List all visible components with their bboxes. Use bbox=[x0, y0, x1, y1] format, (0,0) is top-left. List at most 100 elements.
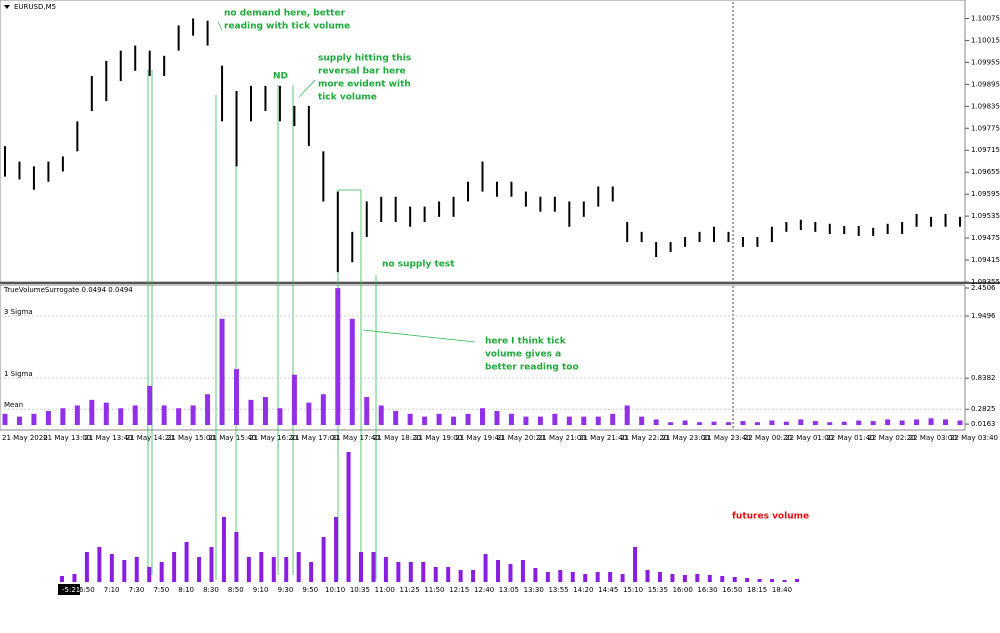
volume-bar bbox=[595, 572, 600, 582]
volume-bar bbox=[320, 394, 326, 425]
volume-bar bbox=[732, 577, 737, 582]
x-tick-label: 9:10 bbox=[253, 586, 269, 594]
volume-bar bbox=[271, 557, 276, 582]
volume-bar bbox=[480, 408, 485, 425]
y-tick-label: 2.4506 bbox=[971, 284, 996, 292]
volume-bar bbox=[262, 397, 268, 425]
volume-bar bbox=[581, 416, 587, 425]
y-tick-label: 1.09775 bbox=[971, 124, 1000, 132]
volume-bar bbox=[508, 413, 514, 425]
volume-bar bbox=[205, 394, 211, 425]
y-tick-label: 1.09715 bbox=[971, 146, 1000, 154]
volume-bar bbox=[335, 288, 341, 425]
volume-bar bbox=[653, 419, 659, 425]
volume-bar bbox=[670, 574, 675, 582]
volume-bar bbox=[321, 537, 326, 582]
volume-bar bbox=[31, 413, 37, 425]
volume-bar bbox=[943, 419, 949, 425]
volume-bar bbox=[754, 422, 760, 425]
volume-bar bbox=[248, 399, 254, 425]
volume-bar bbox=[782, 580, 787, 582]
volume-bar bbox=[97, 547, 102, 582]
x-tick-label: 21 May 15:40 bbox=[208, 434, 256, 442]
volume-bar bbox=[841, 421, 847, 425]
x-tick-label: 21 May 15:00 bbox=[167, 434, 215, 442]
volume-bar bbox=[246, 557, 251, 582]
volume-bar bbox=[84, 552, 89, 582]
volume-bar bbox=[639, 416, 645, 425]
cursor-label-bg bbox=[58, 584, 80, 595]
x-tick-label: 22 May 02:20 bbox=[868, 434, 916, 442]
volume-bar bbox=[668, 422, 674, 425]
x-tick-label: 21 May 19:00 bbox=[414, 434, 462, 442]
x-tick-label: 21 May 17:40 bbox=[332, 434, 380, 442]
y-tick-label: 1.09475 bbox=[971, 234, 1000, 242]
x-tick-label: 11:25 bbox=[399, 586, 419, 594]
volume-bar bbox=[451, 416, 457, 425]
y-tick-label: 0.8382 bbox=[971, 374, 996, 382]
chart-title: EURUSD,M5 bbox=[14, 3, 56, 11]
price-panel bbox=[0, 0, 966, 283]
volume-bar bbox=[60, 576, 64, 582]
volume-bar bbox=[827, 422, 833, 425]
volume-bar bbox=[422, 416, 428, 425]
volume-bar bbox=[234, 532, 239, 582]
volume-bar bbox=[172, 552, 177, 582]
volume-bar bbox=[957, 420, 963, 425]
volume-bar bbox=[583, 574, 588, 582]
x-tick-label: 21 May 20:20 bbox=[497, 434, 545, 442]
volume-bar bbox=[358, 552, 363, 582]
volume-bar bbox=[885, 419, 891, 425]
volume-bar bbox=[134, 557, 139, 582]
volume-bar bbox=[633, 547, 638, 582]
annotation: tick volume bbox=[318, 93, 377, 103]
volume-bar bbox=[72, 574, 77, 582]
x-tick-label: 21 May 17:00 bbox=[291, 434, 339, 442]
volume-bar bbox=[176, 408, 182, 425]
volume-bar bbox=[161, 405, 167, 425]
volume-bar bbox=[899, 420, 905, 425]
volume-bar bbox=[378, 405, 384, 425]
volume-bar bbox=[458, 570, 463, 582]
x-tick-label: 21 May 16:20 bbox=[249, 434, 297, 442]
volume-bar bbox=[496, 560, 501, 582]
y-tick-label: 1.09895 bbox=[971, 80, 1000, 88]
volume-bar bbox=[508, 564, 513, 582]
volume-bar bbox=[740, 421, 746, 425]
volume-bar bbox=[798, 419, 804, 425]
guide-lines bbox=[147, 21, 476, 580]
volume-bar bbox=[219, 318, 225, 425]
volume-bar bbox=[783, 421, 789, 425]
level-label: 1 Sigma bbox=[4, 370, 33, 378]
volume-bar bbox=[89, 399, 95, 425]
volume-bar bbox=[221, 517, 226, 582]
y-tick-label: 1.09595 bbox=[971, 190, 1000, 198]
y-tick-label: 1.09415 bbox=[971, 256, 1000, 264]
volume-bar bbox=[2, 413, 8, 425]
volume-bar bbox=[520, 560, 525, 582]
volume-bar bbox=[446, 567, 451, 582]
x-tick-label: 18:15 bbox=[747, 586, 767, 594]
volume-bar bbox=[695, 574, 700, 582]
volume-bar bbox=[364, 397, 370, 425]
volume-bar bbox=[620, 574, 625, 582]
x-tick-label: 22 May 03:40 bbox=[950, 434, 998, 442]
volume-bar bbox=[465, 413, 471, 425]
annotation: here I think tick bbox=[485, 337, 567, 347]
volume-bar bbox=[408, 562, 413, 582]
x-tick-label: 21 May 21:40 bbox=[579, 434, 627, 442]
volume-bar bbox=[552, 413, 558, 425]
volume-bar bbox=[393, 411, 399, 425]
annotation: no supply test bbox=[382, 260, 455, 270]
y-tick-label: 1.09655 bbox=[971, 168, 1000, 176]
volume-bar bbox=[159, 562, 164, 582]
x-tick-label: 11:00 bbox=[375, 586, 395, 594]
volume-bar bbox=[277, 408, 283, 425]
volume-bar bbox=[346, 452, 351, 582]
x-tick-label: 14:20 bbox=[573, 586, 593, 594]
volume-bar bbox=[296, 552, 301, 582]
y-tick-label: 1.09535 bbox=[971, 212, 1000, 220]
x-tick-label: 22 May 01:00 bbox=[785, 434, 833, 442]
volume-bar bbox=[60, 408, 66, 425]
